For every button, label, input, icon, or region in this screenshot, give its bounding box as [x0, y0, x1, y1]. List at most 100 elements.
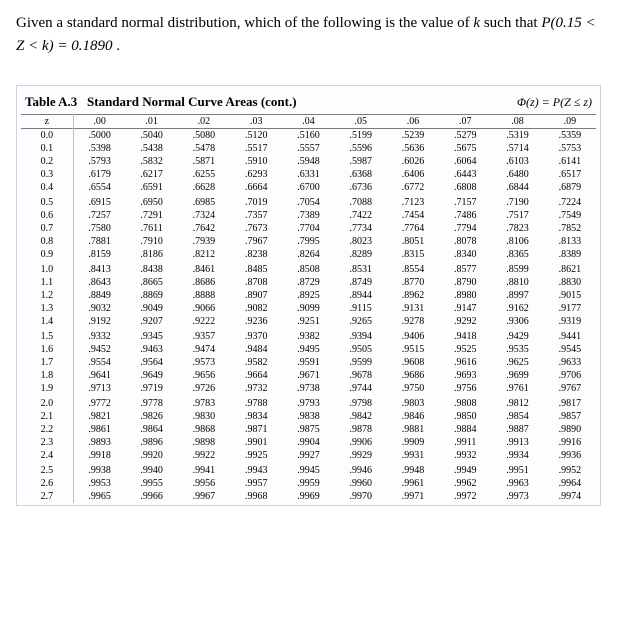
- table-cell: .9868: [178, 423, 230, 436]
- table-cell: .8438: [126, 261, 178, 276]
- table-cell: .9357: [178, 328, 230, 343]
- table-cell: .9147: [439, 302, 491, 315]
- table-cell: .9909: [387, 436, 439, 449]
- table-cell: .7224: [544, 194, 596, 209]
- table-header-row: z.00.01.02.03.04.05.06.07.08.09: [21, 115, 596, 129]
- row-z-value: 0.4: [21, 181, 73, 194]
- table-cell: .6950: [126, 194, 178, 209]
- table-cell: .8485: [230, 261, 282, 276]
- table-row: 2.5.9938.9940.9941.9943.9945.9946.9948.9…: [21, 462, 596, 477]
- table-cell: .7611: [126, 222, 178, 235]
- table-cell: .9948: [387, 462, 439, 477]
- table-cell: .9972: [439, 490, 491, 503]
- table-cell: .9706: [544, 369, 596, 382]
- row-z-value: 1.9: [21, 382, 73, 395]
- table-cell: .8531: [335, 261, 387, 276]
- table-cell: .5319: [491, 129, 543, 143]
- table-cell: .9793: [282, 395, 334, 410]
- table-cell: .9971: [387, 490, 439, 503]
- table-cell: .9925: [230, 449, 282, 462]
- table-cell: .9946: [335, 462, 387, 477]
- table-cell: .5438: [126, 142, 178, 155]
- table-cell: .6064: [439, 155, 491, 168]
- table-cell: .9893: [73, 436, 125, 449]
- table-cell: .9738: [282, 382, 334, 395]
- table-cell: .9515: [387, 343, 439, 356]
- table-cell: .8365: [491, 248, 543, 261]
- table-cell: .7357: [230, 209, 282, 222]
- table-cell: .5080: [178, 129, 230, 143]
- table-cell: .8729: [282, 276, 334, 289]
- table-cell: .9236: [230, 315, 282, 328]
- table-cell: .9875: [282, 423, 334, 436]
- table-row: 2.4.9918.9920.9922.9925.9927.9929.9931.9…: [21, 449, 596, 462]
- table-cell: .9554: [73, 356, 125, 369]
- table-cell: .5948: [282, 155, 334, 168]
- table-cell: .9099: [282, 302, 334, 315]
- question-mid: such that: [480, 15, 541, 31]
- row-z-value: 1.0: [21, 261, 73, 276]
- table-cell: .9854: [491, 410, 543, 423]
- table-cell: .8907: [230, 289, 282, 302]
- table-cell: .8023: [335, 235, 387, 248]
- table-cell: .8980: [439, 289, 491, 302]
- table-cell: .6985: [178, 194, 230, 209]
- table-cell: .9115: [335, 302, 387, 315]
- table-cell: .9960: [335, 477, 387, 490]
- table-row: 0.6.7257.7291.7324.7357.7389.7422.7454.7…: [21, 209, 596, 222]
- table-cell: .9463: [126, 343, 178, 356]
- table-row: 2.3.9893.9896.9898.9901.9904.9906.9909.9…: [21, 436, 596, 449]
- table-cell: .9545: [544, 343, 596, 356]
- table-cell: .9082: [230, 302, 282, 315]
- table-cell: .8962: [387, 289, 439, 302]
- table-title: Table A.3 Standard Normal Curve Areas (c…: [25, 94, 297, 110]
- table-cell: .7910: [126, 235, 178, 248]
- table-cell: .9911: [439, 436, 491, 449]
- table-cell: .9713: [73, 382, 125, 395]
- table-cell: .5040: [126, 129, 178, 143]
- table-cell: .6406: [387, 168, 439, 181]
- table-cell: .9032: [73, 302, 125, 315]
- table-row: 1.5.9332.9345.9357.9370.9382.9394.9406.9…: [21, 328, 596, 343]
- table-cell: .9967: [178, 490, 230, 503]
- table-cell: .6844: [491, 181, 543, 194]
- table-row: 0.9.8159.8186.8212.8238.8264.8289.8315.8…: [21, 248, 596, 261]
- table-cell: .9441: [544, 328, 596, 343]
- table-cell: .7157: [439, 194, 491, 209]
- table-cell: .9015: [544, 289, 596, 302]
- table-cell: .8461: [178, 261, 230, 276]
- row-z-value: 0.8: [21, 235, 73, 248]
- table-desc: Standard Normal Curve Areas (cont.): [87, 94, 297, 109]
- col-header: .01: [126, 115, 178, 129]
- table-cell: .9927: [282, 449, 334, 462]
- table-cell: .9808: [439, 395, 491, 410]
- row-z-value: 0.7: [21, 222, 73, 235]
- row-z-value: 0.2: [21, 155, 73, 168]
- table-cell: .9881: [387, 423, 439, 436]
- table-cell: .9761: [491, 382, 543, 395]
- table-cell: .9177: [544, 302, 596, 315]
- question-text: Given a standard normal distribution, wh…: [16, 12, 601, 57]
- table-cell: .9131: [387, 302, 439, 315]
- col-header: .07: [439, 115, 491, 129]
- table-cell: .7549: [544, 209, 596, 222]
- table-cell: .9671: [282, 369, 334, 382]
- table-cell: .9767: [544, 382, 596, 395]
- table-cell: .7324: [178, 209, 230, 222]
- table-cell: .6293: [230, 168, 282, 181]
- table-row: 2.0.9772.9778.9783.9788.9793.9798.9803.9…: [21, 395, 596, 410]
- table-cell: .9812: [491, 395, 543, 410]
- table-cell: .7764: [387, 222, 439, 235]
- col-header: .02: [178, 115, 230, 129]
- table-cell: .8051: [387, 235, 439, 248]
- table-cell: .9616: [439, 356, 491, 369]
- table-cell: .8159: [73, 248, 125, 261]
- table-cell: .9920: [126, 449, 178, 462]
- table-cell: .8186: [126, 248, 178, 261]
- table-row: 2.6.9953.9955.9956.9957.9959.9960.9961.9…: [21, 477, 596, 490]
- table-cell: .9406: [387, 328, 439, 343]
- table-cell: .9732: [230, 382, 282, 395]
- question-pre: Given a standard normal distribution, wh…: [16, 15, 473, 31]
- table-cell: .5160: [282, 129, 334, 143]
- table-cell: .6255: [178, 168, 230, 181]
